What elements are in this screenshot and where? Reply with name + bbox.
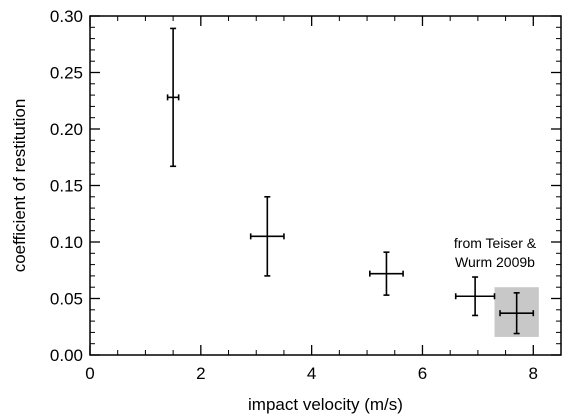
y-tick-label: 0.05 bbox=[50, 290, 83, 309]
y-tick-label: 0.20 bbox=[50, 120, 83, 139]
y-tick-label: 0.10 bbox=[50, 233, 83, 252]
y-tick-label: 0.15 bbox=[50, 177, 83, 196]
data-point bbox=[369, 251, 404, 296]
y-axis-label: coefficient of restitution bbox=[10, 99, 29, 273]
points-layer bbox=[166, 27, 535, 335]
y-tick-label: 0.30 bbox=[50, 7, 83, 26]
x-axis-label: impact velocity (m/s) bbox=[248, 395, 403, 414]
y-tick-label: 0.25 bbox=[50, 64, 83, 83]
data-point bbox=[499, 292, 535, 335]
x-tick-label: 2 bbox=[196, 364, 205, 383]
y-tick-label: 0.00 bbox=[50, 346, 83, 365]
data-point bbox=[166, 27, 180, 168]
x-tick-label: 4 bbox=[307, 364, 316, 383]
x-tick-label: 0 bbox=[85, 364, 94, 383]
x-tick-label: 8 bbox=[529, 364, 538, 383]
plot-frame bbox=[89, 15, 562, 356]
data-point bbox=[249, 196, 285, 277]
x-tick-label: 6 bbox=[418, 364, 427, 383]
annotation-line-1: from Teiser & bbox=[454, 235, 537, 251]
data-point bbox=[454, 276, 496, 317]
ticks-layer: 0 2 4 6 8 0.00 0.05 0.10 0.15 0.20 0.25 0.30 bbox=[50, 7, 561, 383]
annotation-line-2: Wurm 2009b bbox=[455, 254, 535, 270]
